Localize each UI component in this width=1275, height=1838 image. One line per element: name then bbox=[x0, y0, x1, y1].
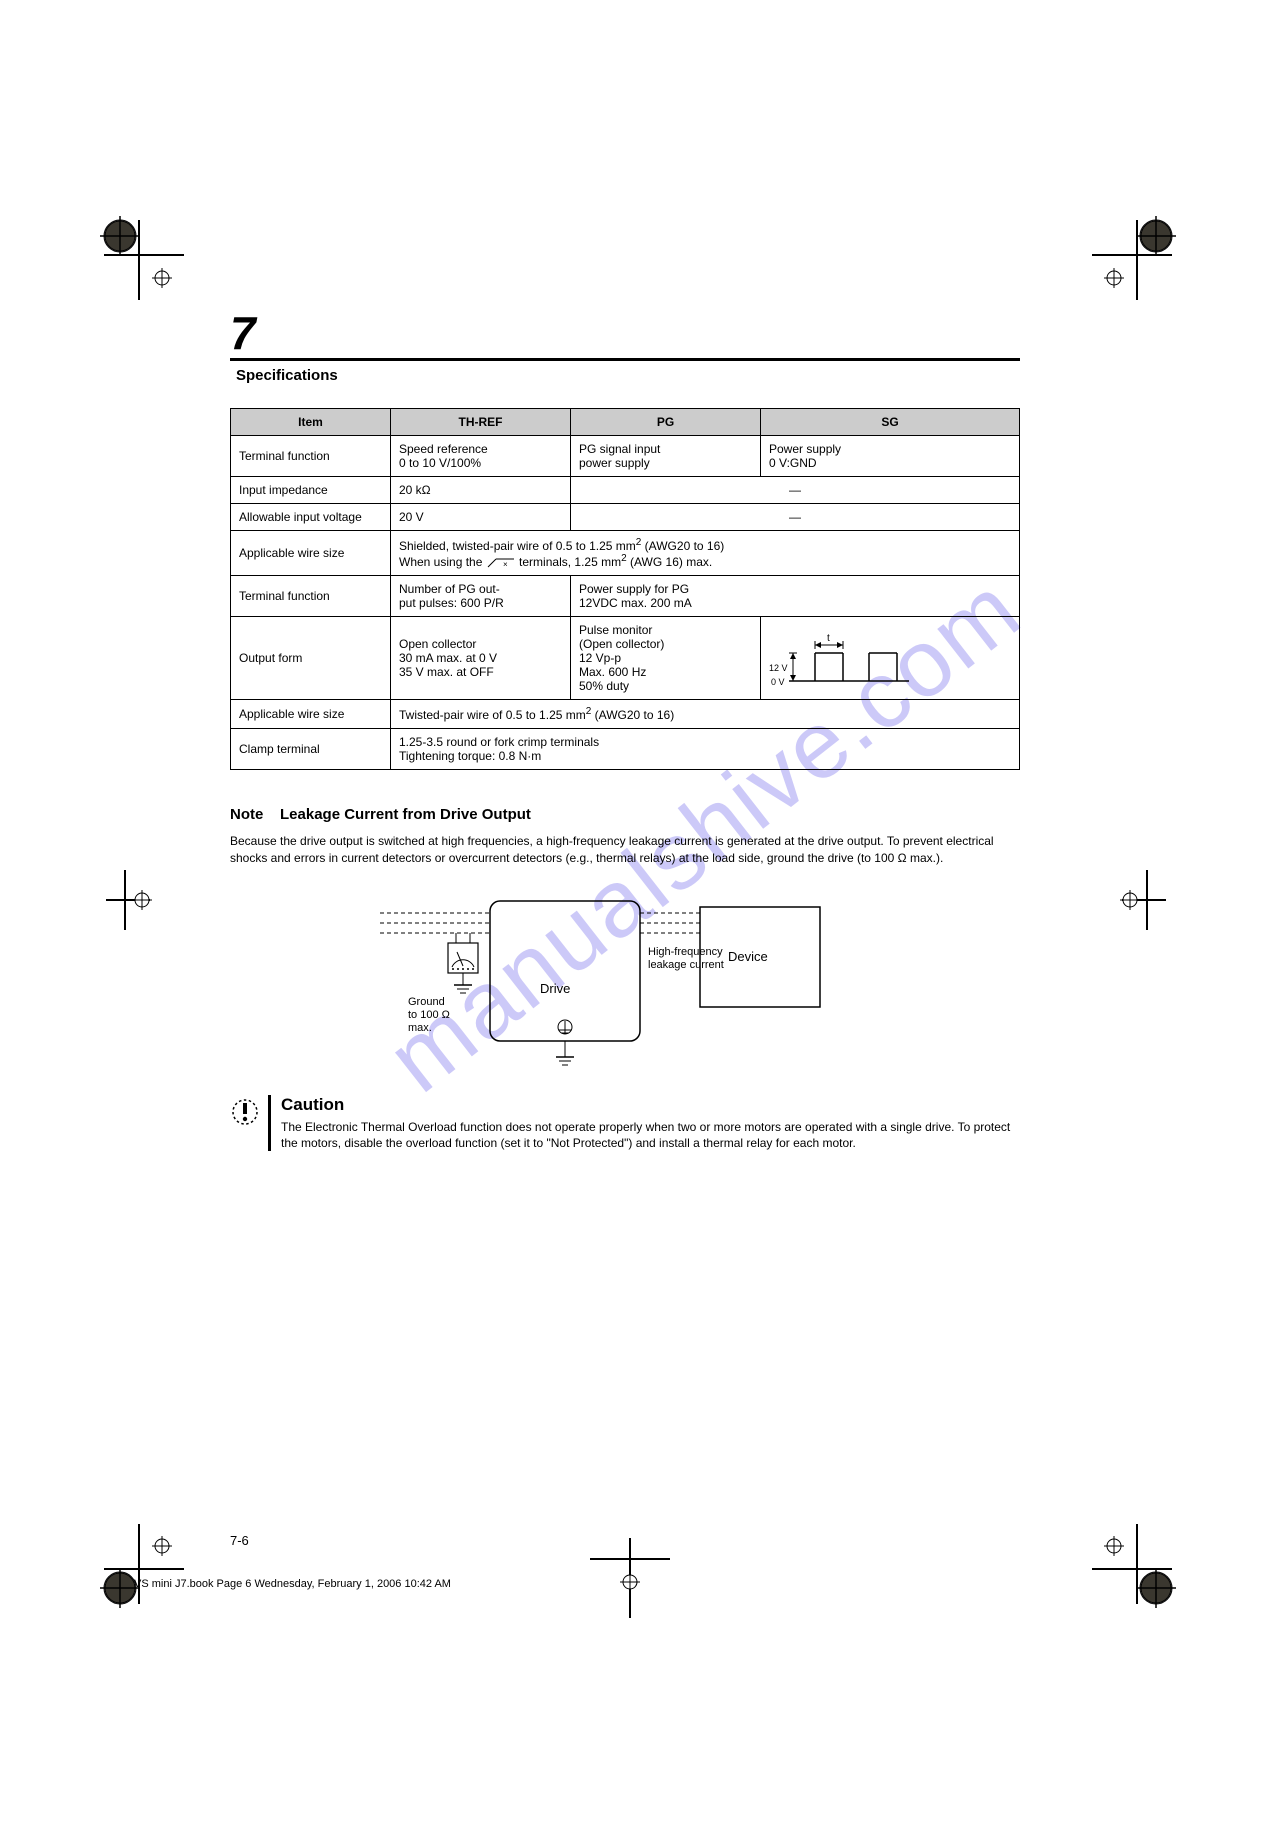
cell: Power supply0 V:GND bbox=[761, 436, 1020, 477]
cell: t 12 V 0 V bbox=[761, 617, 1020, 700]
cell-label: Applicable wire size bbox=[231, 531, 391, 576]
cell: Number of PG out-put pulses: 600 P/R bbox=[391, 576, 571, 617]
cell: 20 kΩ bbox=[391, 477, 571, 504]
cell-label: Input impedance bbox=[231, 477, 391, 504]
caution-icon bbox=[230, 1097, 260, 1132]
caution-body: The Electronic Thermal Overload function… bbox=[281, 1119, 1020, 1151]
th-sg: SG bbox=[761, 409, 1020, 436]
cell: Speed reference0 to 10 V/100% bbox=[391, 436, 571, 477]
svg-text:High-frequency: High-frequency bbox=[648, 946, 723, 958]
th-thref: TH-REF bbox=[391, 409, 571, 436]
svg-text:max.: max. bbox=[408, 1022, 432, 1034]
drive-label: Drive bbox=[540, 981, 570, 996]
cell: 1.25-3.5 round or fork crimp terminalsTi… bbox=[391, 729, 1020, 770]
table-row: Applicable wire size Twisted-pair wire o… bbox=[231, 700, 1020, 729]
page-number: 7-6 bbox=[230, 1533, 249, 1548]
cell-label: Terminal function bbox=[231, 436, 391, 477]
cell-label: Output form bbox=[231, 617, 391, 700]
pulse-low-label: 0 V bbox=[771, 677, 785, 687]
cell: 20 V bbox=[391, 504, 571, 531]
table-header-row: Item TH-REF PG SG bbox=[231, 409, 1020, 436]
chapter-number: 7 bbox=[230, 310, 256, 356]
cell: — bbox=[571, 504, 1020, 531]
cell: — bbox=[571, 477, 1020, 504]
cell: Pulse monitor(Open collector)12 Vp-pMax.… bbox=[571, 617, 761, 700]
table-row: Clamp terminal 1.25-3.5 round or fork cr… bbox=[231, 729, 1020, 770]
crop-mark-top-left bbox=[98, 216, 218, 326]
th-item: Item bbox=[231, 409, 391, 436]
table-row: Input impedance 20 kΩ — bbox=[231, 477, 1020, 504]
table-row: Output form Open collector30 mA max. at … bbox=[231, 617, 1020, 700]
note-body: Because the drive output is switched at … bbox=[230, 833, 1020, 867]
cell: Power supply for PG12VDC max. 200 mA bbox=[571, 576, 1020, 617]
chapter-header: 7 bbox=[230, 310, 1020, 361]
cell-label: Applicable wire size bbox=[231, 700, 391, 729]
note-heading: Note Leakage Current from Drive Output bbox=[230, 806, 1020, 823]
cell: Twisted-pair wire of 0.5 to 1.25 mm2 (AW… bbox=[391, 700, 1020, 729]
crop-mark-mid-left bbox=[106, 870, 166, 930]
table-row: Allowable input voltage 20 V — bbox=[231, 504, 1020, 531]
page-content: 7 Specifications Item TH-REF PG SG Termi… bbox=[230, 310, 1020, 1151]
cell-label: Terminal function bbox=[231, 576, 391, 617]
cell: Open collector30 mA max. at 0 V35 V max.… bbox=[391, 617, 571, 700]
svg-text:×: × bbox=[503, 560, 508, 569]
svg-text:to 100 Ω: to 100 Ω bbox=[408, 1009, 450, 1021]
pulse-width-label: t bbox=[827, 633, 830, 644]
crop-mark-mid-right bbox=[1106, 870, 1166, 930]
caution-heading: Caution bbox=[281, 1095, 1020, 1115]
crop-mark-bottom-left bbox=[98, 1500, 218, 1610]
crop-mark-top-right bbox=[1058, 216, 1178, 326]
chapter-title: Specifications bbox=[236, 367, 1020, 384]
svg-text:leakage current: leakage current bbox=[648, 959, 724, 971]
cell: PG signal inputpower supply bbox=[571, 436, 761, 477]
signal-spec-table: Item TH-REF PG SG Terminal function Spee… bbox=[230, 408, 1020, 770]
cell: Shielded, twisted-pair wire of 0.5 to 1.… bbox=[391, 531, 1020, 576]
th-pg: PG bbox=[571, 409, 761, 436]
caution-block: Caution The Electronic Thermal Overload … bbox=[230, 1095, 1020, 1151]
device-label: Device bbox=[728, 949, 768, 964]
leakage-figure: Drive Device bbox=[380, 887, 840, 1067]
crop-mark-bottom-center bbox=[590, 1538, 670, 1618]
crop-mark-bottom-right bbox=[1058, 1500, 1178, 1610]
pulse-height-label: 12 V bbox=[769, 663, 788, 673]
cell-label: Clamp terminal bbox=[231, 729, 391, 770]
cell-label: Allowable input voltage bbox=[231, 504, 391, 531]
pulse-diagram: t 12 V 0 V bbox=[769, 631, 919, 687]
svg-text:Ground: Ground bbox=[408, 996, 445, 1008]
table-row: Terminal function Number of PG out-put p… bbox=[231, 576, 1020, 617]
table-row: Terminal function Speed reference0 to 10… bbox=[231, 436, 1020, 477]
table-row: Applicable wire size Shielded, twisted-p… bbox=[231, 531, 1020, 576]
